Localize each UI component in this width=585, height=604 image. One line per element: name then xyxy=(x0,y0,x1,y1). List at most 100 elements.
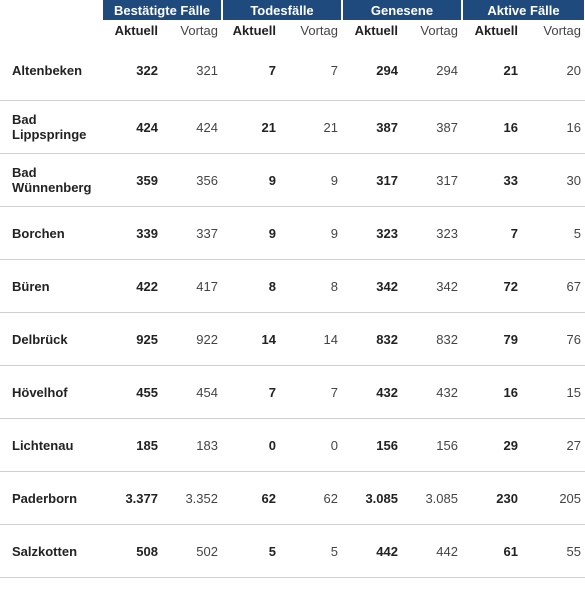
value-previous: 417 xyxy=(162,259,222,313)
value-previous: 321 xyxy=(162,40,222,101)
value-previous: 9 xyxy=(280,206,342,260)
value-previous: 15 xyxy=(522,365,585,419)
municipality-name: Büren xyxy=(0,259,102,313)
value-current: 0 xyxy=(222,418,280,472)
municipality-name: Borchen xyxy=(0,206,102,260)
value-previous: 67 xyxy=(522,259,585,313)
col-header-previous: Vortag xyxy=(300,22,338,38)
value-previous: 454 xyxy=(162,365,222,419)
value-current: 62 xyxy=(222,471,280,525)
value-current: 442 xyxy=(342,524,402,578)
value-previous: 317 xyxy=(402,153,462,207)
group-header-deaths: Todesfälle xyxy=(221,0,343,20)
table-row: Bad Wünnenberg 359 356 9 9 317 317 33 30 xyxy=(0,153,585,207)
municipality-name: Delbrück xyxy=(0,312,102,366)
municipality-name: Hövelhof xyxy=(0,365,102,419)
table-row: Delbrück 925 922 14 14 832 832 79 76 xyxy=(0,312,585,366)
value-previous: 7 xyxy=(280,40,342,101)
col-header-current: Aktuell xyxy=(474,22,518,38)
value-previous: 432 xyxy=(402,365,462,419)
value-previous: 55 xyxy=(522,524,585,578)
value-previous: 442 xyxy=(402,524,462,578)
table-row: Büren 422 417 8 8 342 342 72 67 xyxy=(0,259,585,313)
value-current: 14 xyxy=(222,312,280,366)
value-previous: 294 xyxy=(402,40,462,101)
value-current: 7 xyxy=(462,206,522,260)
table-row: Bad Lippspringe 424 424 21 21 387 387 16 16 xyxy=(0,100,585,154)
value-previous: 323 xyxy=(402,206,462,260)
table-row: Altenbeken 322 321 7 7 294 294 21 20 xyxy=(0,40,585,101)
value-current: 832 xyxy=(342,312,402,366)
corner-cell xyxy=(0,20,102,40)
table-row: Salzkotten 508 502 5 5 442 442 61 55 xyxy=(0,524,585,578)
col-header-previous: Vortag xyxy=(180,22,218,38)
value-current: 8 xyxy=(222,259,280,313)
value-current: 508 xyxy=(102,524,162,578)
value-current: 16 xyxy=(462,100,522,154)
value-current: 156 xyxy=(342,418,402,472)
value-current: 9 xyxy=(222,206,280,260)
value-current: 455 xyxy=(102,365,162,419)
value-current: 5 xyxy=(222,524,280,578)
table-row: Paderborn 3.377 3.352 62 62 3.085 3.085 230 205 xyxy=(0,471,585,525)
value-previous: 502 xyxy=(162,524,222,578)
table-row: Borchen 339 337 9 9 323 323 7 5 xyxy=(0,206,585,260)
value-current: 424 xyxy=(102,100,162,154)
value-current: 21 xyxy=(462,40,522,101)
value-previous: 356 xyxy=(162,153,222,207)
municipality-name: Bad Lippspringe xyxy=(0,100,102,154)
municipality-name: Paderborn xyxy=(0,471,102,525)
value-previous: 205 xyxy=(522,471,585,525)
value-current: 3.377 xyxy=(102,471,162,525)
value-previous: 7 xyxy=(280,365,342,419)
value-current: 7 xyxy=(222,365,280,419)
value-current: 9 xyxy=(222,153,280,207)
value-previous: 76 xyxy=(522,312,585,366)
corner-cell xyxy=(0,0,102,20)
col-header-current: Aktuell xyxy=(232,22,276,38)
value-previous: 183 xyxy=(162,418,222,472)
col-header-current: Aktuell xyxy=(114,22,158,38)
value-current: 33 xyxy=(462,153,522,207)
covid-cases-table: Bestätigte Fälle Todesfälle Genesene Akt… xyxy=(0,0,585,578)
value-previous: 8 xyxy=(280,259,342,313)
group-header-recovered: Genesene xyxy=(341,0,463,20)
value-current: 72 xyxy=(462,259,522,313)
value-previous: 16 xyxy=(522,100,585,154)
value-previous: 30 xyxy=(522,153,585,207)
sub-header-row: Aktuell Vortag Aktuell Vortag Aktuell Vo… xyxy=(0,20,585,40)
value-previous: 3.352 xyxy=(162,471,222,525)
municipality-name: Salzkotten xyxy=(0,524,102,578)
value-current: 61 xyxy=(462,524,522,578)
value-previous: 20 xyxy=(522,40,585,101)
value-current: 432 xyxy=(342,365,402,419)
col-header-current: Aktuell xyxy=(354,22,398,38)
value-current: 322 xyxy=(102,40,162,101)
value-current: 359 xyxy=(102,153,162,207)
col-header-previous: Vortag xyxy=(420,22,458,38)
value-previous: 832 xyxy=(402,312,462,366)
value-previous: 922 xyxy=(162,312,222,366)
value-current: 79 xyxy=(462,312,522,366)
value-current: 339 xyxy=(102,206,162,260)
value-current: 29 xyxy=(462,418,522,472)
municipality-name: Bad Wünnenberg xyxy=(0,153,102,207)
col-header-previous: Vortag xyxy=(543,22,582,38)
municipality-name: Lichtenau xyxy=(0,418,102,472)
value-previous: 3.085 xyxy=(402,471,462,525)
value-previous: 9 xyxy=(280,153,342,207)
value-current: 16 xyxy=(462,365,522,419)
value-current: 387 xyxy=(342,100,402,154)
value-current: 342 xyxy=(342,259,402,313)
value-previous: 14 xyxy=(280,312,342,366)
value-current: 21 xyxy=(222,100,280,154)
value-previous: 21 xyxy=(280,100,342,154)
value-previous: 27 xyxy=(522,418,585,472)
group-header-active: Aktive Fälle xyxy=(460,0,585,20)
value-previous: 62 xyxy=(280,471,342,525)
value-current: 925 xyxy=(102,312,162,366)
group-header-confirmed: Bestätigte Fälle xyxy=(101,0,223,20)
value-previous: 424 xyxy=(162,100,222,154)
group-header-row: Bestätigte Fälle Todesfälle Genesene Akt… xyxy=(0,0,585,20)
value-current: 422 xyxy=(102,259,162,313)
